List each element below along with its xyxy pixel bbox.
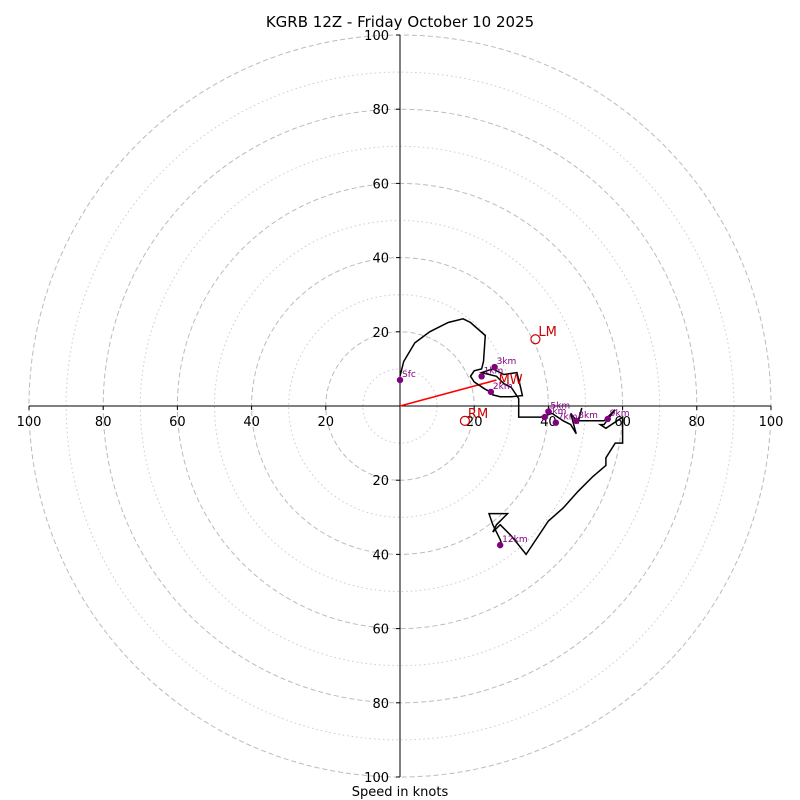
height-marker-6km	[541, 413, 548, 421]
height-marker-5km	[545, 408, 552, 415]
x-tick-label: 100	[759, 415, 784, 430]
y-tick-label: 20	[372, 326, 389, 341]
x-tick-label: 20	[466, 415, 483, 430]
shear-vector-layer	[399, 379, 497, 407]
height-label-9km: 9km	[610, 409, 630, 419]
height-label-1km: 1km	[484, 366, 504, 376]
storm-motion-label-mw: MW	[499, 373, 523, 388]
storm-motion-label-lm: LM	[538, 325, 556, 340]
y-tick-label: 60	[372, 623, 389, 638]
height-label-7km: 7km	[558, 413, 578, 423]
y-tick-label: 80	[372, 103, 389, 118]
storm-motion-marker-rm	[459, 415, 471, 426]
storm-motion-marker-lm	[530, 334, 541, 345]
x-tick-label: 20	[318, 415, 335, 430]
height-marker-1km	[478, 373, 485, 380]
height-label-3km: 3km	[497, 357, 517, 367]
y-tick-label: 40	[372, 252, 389, 267]
hodograph-trace-layer	[399, 318, 624, 556]
x-tick-label: 80	[689, 415, 706, 430]
height-marker-9km	[604, 415, 611, 423]
height-marker-2km	[487, 388, 495, 396]
y-tick-label: 40	[372, 548, 389, 563]
height-label-2km: 2km	[493, 382, 513, 392]
x-tick-label: 80	[95, 415, 112, 430]
hodograph-trace	[399, 318, 624, 556]
y-tick-label: 60	[372, 177, 389, 192]
y-tick-label: 80	[372, 697, 389, 712]
y-tick-label: 100	[364, 29, 389, 44]
tick-labels: 100 80 60 40 20 20 40 60 80 100100806040202040608…	[17, 29, 784, 786]
height-label-sfc: Sfc	[402, 370, 416, 380]
height-marker-3km	[491, 363, 498, 371]
shear-vector-line	[399, 379, 497, 407]
chart-title: KGRB 12Z - Friday October 10 2025	[266, 13, 534, 31]
height-label-6km: 6km	[547, 407, 567, 417]
height-label-12km: 12km	[502, 535, 527, 545]
height-marker-8km	[573, 417, 580, 425]
x-tick-label: 100	[17, 415, 42, 430]
x-tick-label: 60	[169, 415, 186, 430]
y-tick-label: 20	[372, 474, 389, 489]
height-marker-12km	[496, 541, 504, 549]
storm-motion-markers: LM RM MW	[459, 325, 557, 426]
height-marker-sfc	[396, 376, 404, 384]
height-label-5km: 5km	[550, 402, 570, 412]
height-marker-7km	[552, 419, 560, 426]
x-tick-label: 40	[243, 415, 260, 430]
y-tick-label: 100	[364, 771, 389, 786]
height-label-8km: 8km	[578, 411, 598, 421]
storm-motion-label-rm: RM	[468, 407, 488, 422]
x-axis-label: Speed in knots	[352, 785, 449, 800]
